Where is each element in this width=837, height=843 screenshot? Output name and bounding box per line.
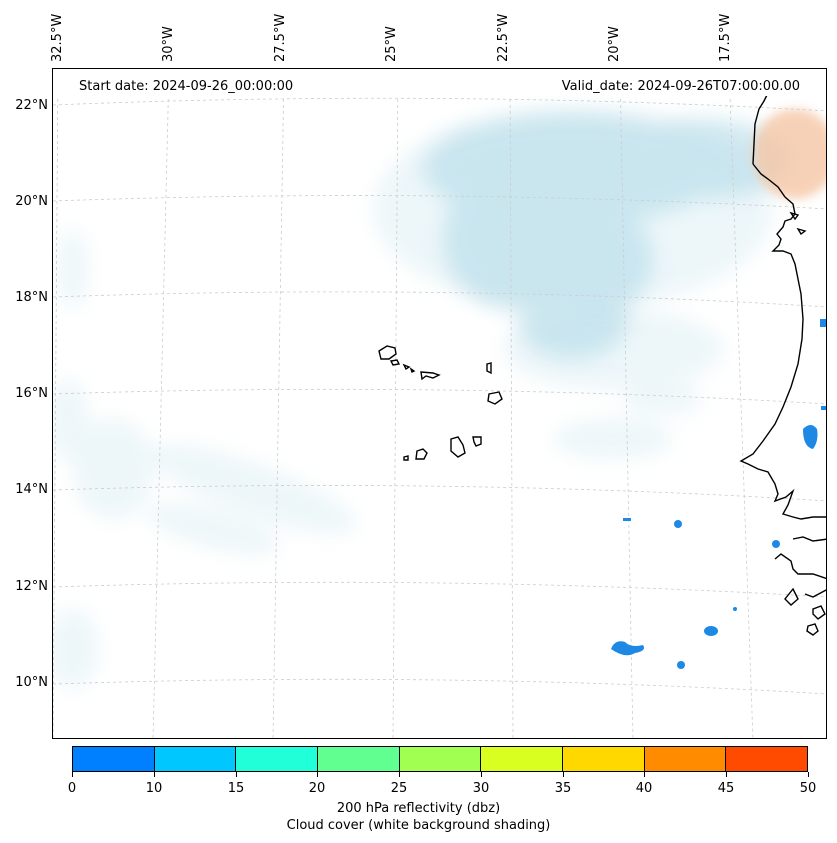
colorbar-tick: [72, 772, 73, 777]
longitude-label: 27.5°W: [273, 13, 288, 62]
colorbar-tick-label: 40: [635, 781, 653, 796]
latitude-label: 16°N: [15, 386, 48, 401]
longitude-label: 20°W: [607, 26, 622, 62]
colorbar-segment: [726, 747, 808, 771]
longitude-label: 17.5°W: [718, 13, 733, 62]
colorbar-tick: [563, 772, 564, 777]
cape-verde-islands: [378, 345, 503, 461]
colorbar-segment: [563, 747, 645, 771]
colorbar-tick-label: 30: [472, 781, 490, 796]
latitude-label: 20°N: [15, 194, 48, 209]
colorbar-tick: [399, 772, 400, 777]
coastlines: [739, 90, 826, 636]
valid-date-label: Valid_date: 2024-09-26T07:00:00.00: [559, 79, 802, 94]
colorbar-tick: [726, 772, 727, 777]
colorbar-tick-label: 25: [390, 781, 408, 796]
latitude-label: 14°N: [15, 482, 48, 497]
colorbar-sublabel: Cloud cover (white background shading): [286, 818, 551, 833]
cloud-cover-shading: [53, 109, 793, 689]
colorbar-tick: [236, 772, 237, 777]
colorbar-segment: [644, 747, 727, 771]
colorbar-tick: [644, 772, 645, 777]
colorbar-tick-label: 35: [554, 781, 572, 796]
colorbar-tick-label: 45: [717, 781, 735, 796]
colorbar-segment: [481, 747, 564, 771]
colorbar-tick-label: 0: [67, 781, 77, 796]
colorbar-tick: [481, 772, 482, 777]
colorbar-segment: [318, 747, 400, 771]
colorbar-tick-label: 20: [308, 781, 326, 796]
map-canvas: [53, 69, 826, 738]
latitude-label: 18°N: [15, 290, 48, 305]
colorbar-tick-label: 10: [145, 781, 163, 796]
colorbar-tick-label: 15: [227, 781, 245, 796]
colorbar-tick-label: 50: [799, 781, 817, 796]
colorbar-label: 200 hPa reflectivity (dbz): [336, 801, 501, 816]
longitude-label: 25°W: [384, 26, 399, 62]
reflectivity-colorbar: [72, 746, 808, 772]
colorbar-tick: [317, 772, 318, 777]
longitude-label: 30°W: [161, 26, 176, 62]
latitude-label: 10°N: [15, 675, 48, 690]
longitude-label: 32.5°W: [50, 13, 65, 62]
reflectivity-patches: [611, 319, 826, 669]
colorbar-segment: [73, 747, 155, 771]
start-date-label: Start date: 2024-09-26_00:00:00: [77, 79, 296, 94]
map-gridlines: [53, 69, 826, 738]
colorbar-tick: [808, 772, 809, 777]
longitude-label: 22.5°W: [496, 13, 511, 62]
latitude-label: 12°N: [15, 579, 48, 594]
colorbar-segment: [154, 747, 237, 771]
colorbar-segment: [399, 747, 482, 771]
colorbar-segment: [236, 747, 319, 771]
map-panel: Start date: 2024-09-26_00:00:00 Valid_da…: [52, 68, 827, 739]
latitude-label: 22°N: [15, 98, 48, 113]
colorbar-tick: [154, 772, 155, 777]
